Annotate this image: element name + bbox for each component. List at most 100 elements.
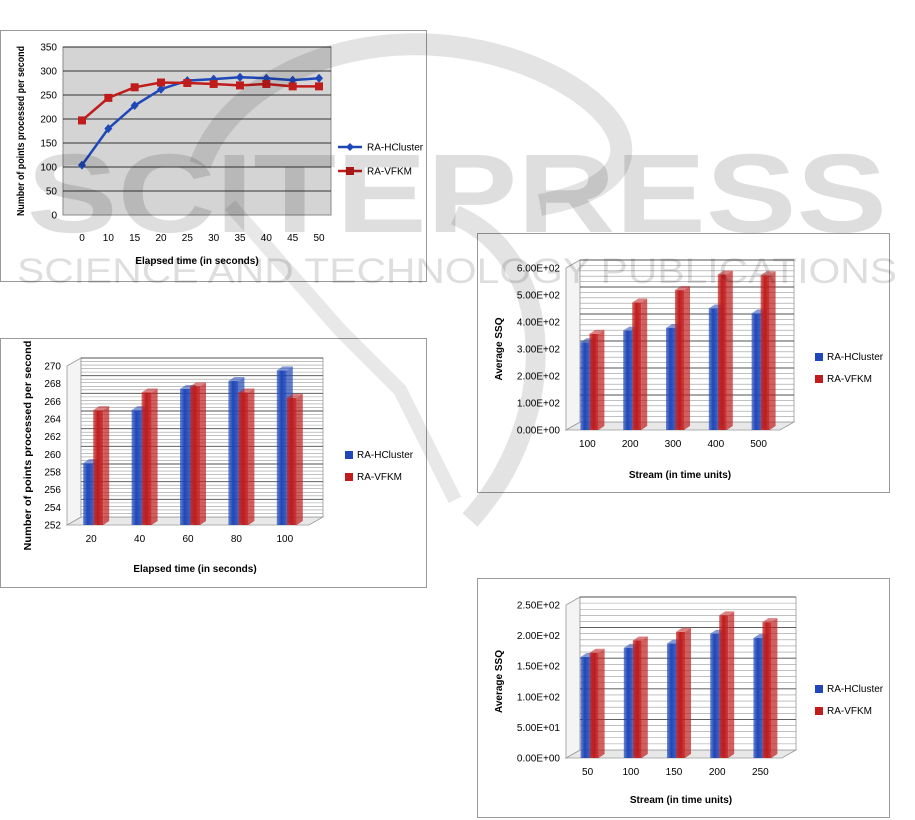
y-tick-label: 6.00E+02 — [517, 264, 561, 275]
bar — [632, 640, 642, 758]
x-tick-label: 200 — [622, 439, 639, 450]
y-tick-label: 254 — [44, 503, 61, 514]
ssq-bar-chart-small: 0.00E+00 5.00E+01 1.00E+02 1.50E+02 2.00E+02… — [477, 578, 890, 818]
x-tick-label: 20 — [86, 534, 98, 545]
bar-top — [276, 366, 293, 371]
bar — [589, 652, 599, 758]
y-tick-label: 2.00E+02 — [517, 372, 561, 383]
bar-side — [769, 271, 776, 430]
y-tick-label: 270 — [44, 362, 61, 373]
data-point — [209, 74, 218, 84]
y-tick-label: 5.00E+02 — [517, 291, 561, 302]
bar — [667, 643, 676, 758]
y-tick-label: 268 — [44, 379, 61, 390]
bar — [580, 342, 590, 430]
legend-label: RA-HCluster — [357, 450, 414, 461]
bar-side — [641, 636, 648, 758]
y-tick-label: 2.50E+02 — [517, 601, 561, 612]
bar — [623, 647, 633, 758]
bar-top — [719, 611, 735, 616]
bar — [93, 410, 104, 525]
x-tick-label: 25 — [182, 233, 194, 244]
bar — [719, 615, 729, 758]
ssq-bar-chart-large: 0.00E+00 1.00E+02 2.00E+02 3.00E+02 4.00E+02… — [477, 233, 890, 493]
y-tick-label: 2.00E+02 — [517, 631, 561, 642]
y-tick-label: 100 — [40, 163, 57, 174]
bar-top — [589, 329, 605, 334]
data-point — [130, 83, 139, 92]
x-tick-label: 35 — [234, 233, 246, 244]
data-point — [262, 79, 271, 88]
y-tick-label: 200 — [40, 115, 57, 126]
x-tick-label: 150 — [666, 767, 683, 778]
bar-top — [228, 377, 245, 382]
bar — [589, 333, 599, 430]
x-axis-title: Stream (in time units) — [629, 470, 731, 481]
bar-top — [760, 271, 776, 276]
bar — [632, 302, 642, 430]
bar-top — [632, 636, 648, 641]
bar — [666, 327, 675, 430]
data-point — [130, 101, 139, 111]
legend-label: RA-VFKM — [827, 706, 872, 717]
y-tick-label: 252 — [44, 521, 61, 532]
data-point — [78, 116, 86, 125]
bar-side — [103, 406, 110, 525]
throughput-bar-chart-svg: 252 254 256 258 260 262 264 266 268 270 20 40 60 80 10… — [23, 341, 414, 576]
bar-side — [296, 393, 303, 525]
bar-top — [632, 298, 648, 303]
bar-top — [141, 388, 158, 393]
bar — [676, 631, 685, 758]
y-tick-label: 1.00E+02 — [517, 399, 561, 410]
y-tick-label: 5.00E+01 — [517, 723, 561, 734]
x-tick-label: 50 — [313, 233, 325, 244]
y-tick-label: 250 — [40, 91, 57, 102]
series-line — [81, 81, 319, 122]
bar-top — [286, 393, 303, 398]
data-point — [236, 81, 244, 90]
x-axis-title: Elapsed time (in seconds) — [135, 256, 258, 267]
bar — [286, 397, 297, 525]
legend-swatch — [815, 685, 823, 693]
legend-label: RA-HCluster — [827, 684, 884, 695]
x-tick-label: 300 — [665, 439, 682, 450]
bar-side — [728, 611, 735, 758]
bar — [238, 392, 249, 525]
x-tick-label: 200 — [709, 767, 726, 778]
bar — [228, 381, 239, 525]
bar-side — [248, 388, 255, 525]
bar-top — [675, 286, 690, 291]
bar-side — [771, 618, 778, 758]
y-tick-label: 258 — [44, 468, 61, 479]
x-tick-label: 40 — [134, 534, 146, 545]
x-tick-label: 20 — [155, 233, 167, 244]
ssq-bar-chart-large-svg: 0.00E+00 1.00E+02 2.00E+02 3.00E+02 4.00E+02… — [494, 259, 884, 481]
bar — [190, 386, 200, 525]
data-point — [78, 160, 86, 170]
y-tick-label: 266 — [44, 397, 61, 408]
legend-label: RA-HCluster — [367, 143, 424, 154]
plot-area — [62, 46, 332, 216]
x-tick-label: 100 — [579, 439, 596, 450]
y-tick-label: 1.50E+02 — [517, 662, 561, 673]
side-wall — [565, 596, 581, 759]
legend-label: RA-HCluster — [827, 352, 884, 363]
bar-top — [762, 618, 778, 623]
bar-side — [598, 329, 605, 430]
data-point — [315, 82, 323, 91]
bar-side — [726, 270, 733, 430]
y-tick-label: 0 — [51, 211, 57, 222]
side-wall — [565, 259, 581, 431]
legend-swatch — [815, 375, 823, 383]
bar — [83, 463, 94, 525]
data-point — [236, 72, 244, 82]
bar — [180, 388, 190, 525]
bar — [141, 392, 152, 525]
bar-top — [589, 648, 605, 653]
bar — [751, 313, 761, 430]
legend-label: RA-VFKM — [827, 374, 872, 385]
x-tick-label: 250 — [752, 767, 769, 778]
legend-marker — [346, 167, 354, 175]
data-point — [157, 78, 165, 87]
x-tick-label: 500 — [750, 439, 767, 450]
